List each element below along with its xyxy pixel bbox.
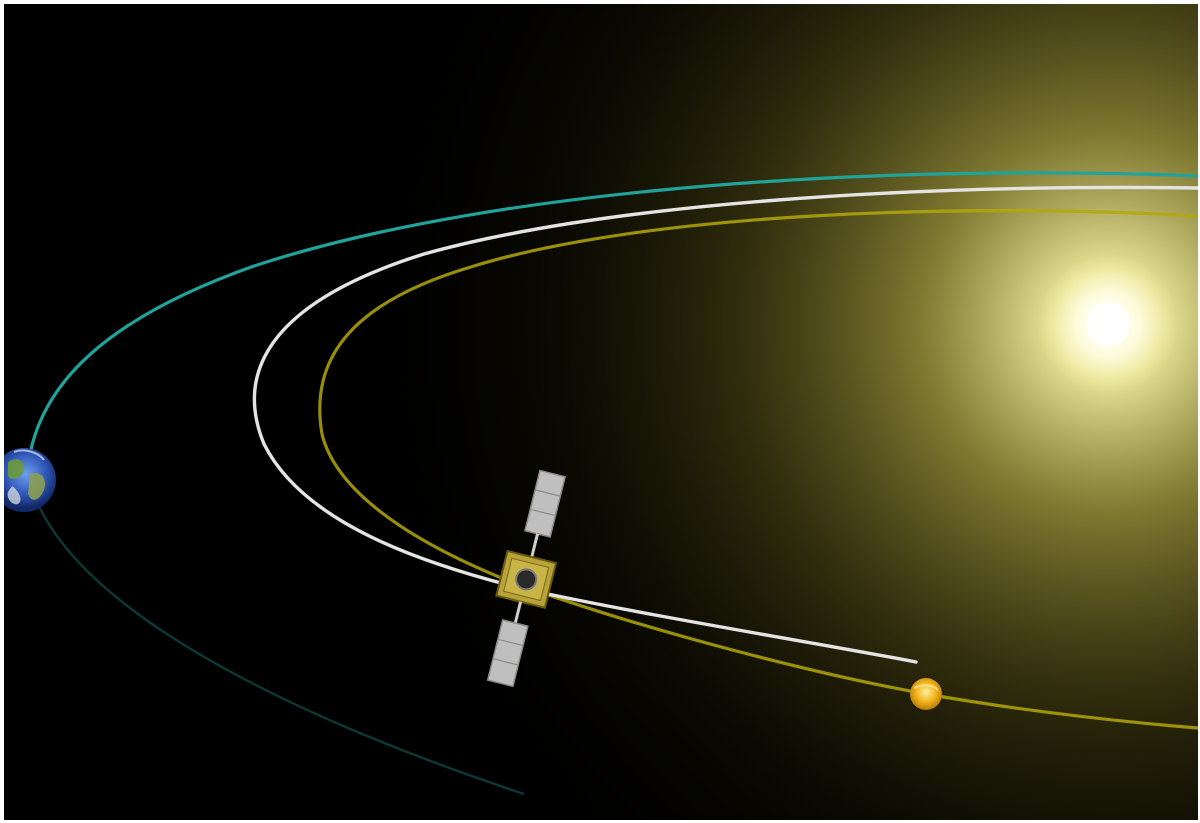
earth-icon [4,448,56,512]
sun-glow [4,4,1198,820]
venus-icon [910,678,942,710]
scene-canvas [4,4,1198,820]
spacecraft-icon [486,469,567,688]
sun-icon [1038,254,1178,394]
earth-orbit [28,171,1198,796]
space-scene [4,4,1198,820]
transfer-trajectory [252,185,1198,664]
